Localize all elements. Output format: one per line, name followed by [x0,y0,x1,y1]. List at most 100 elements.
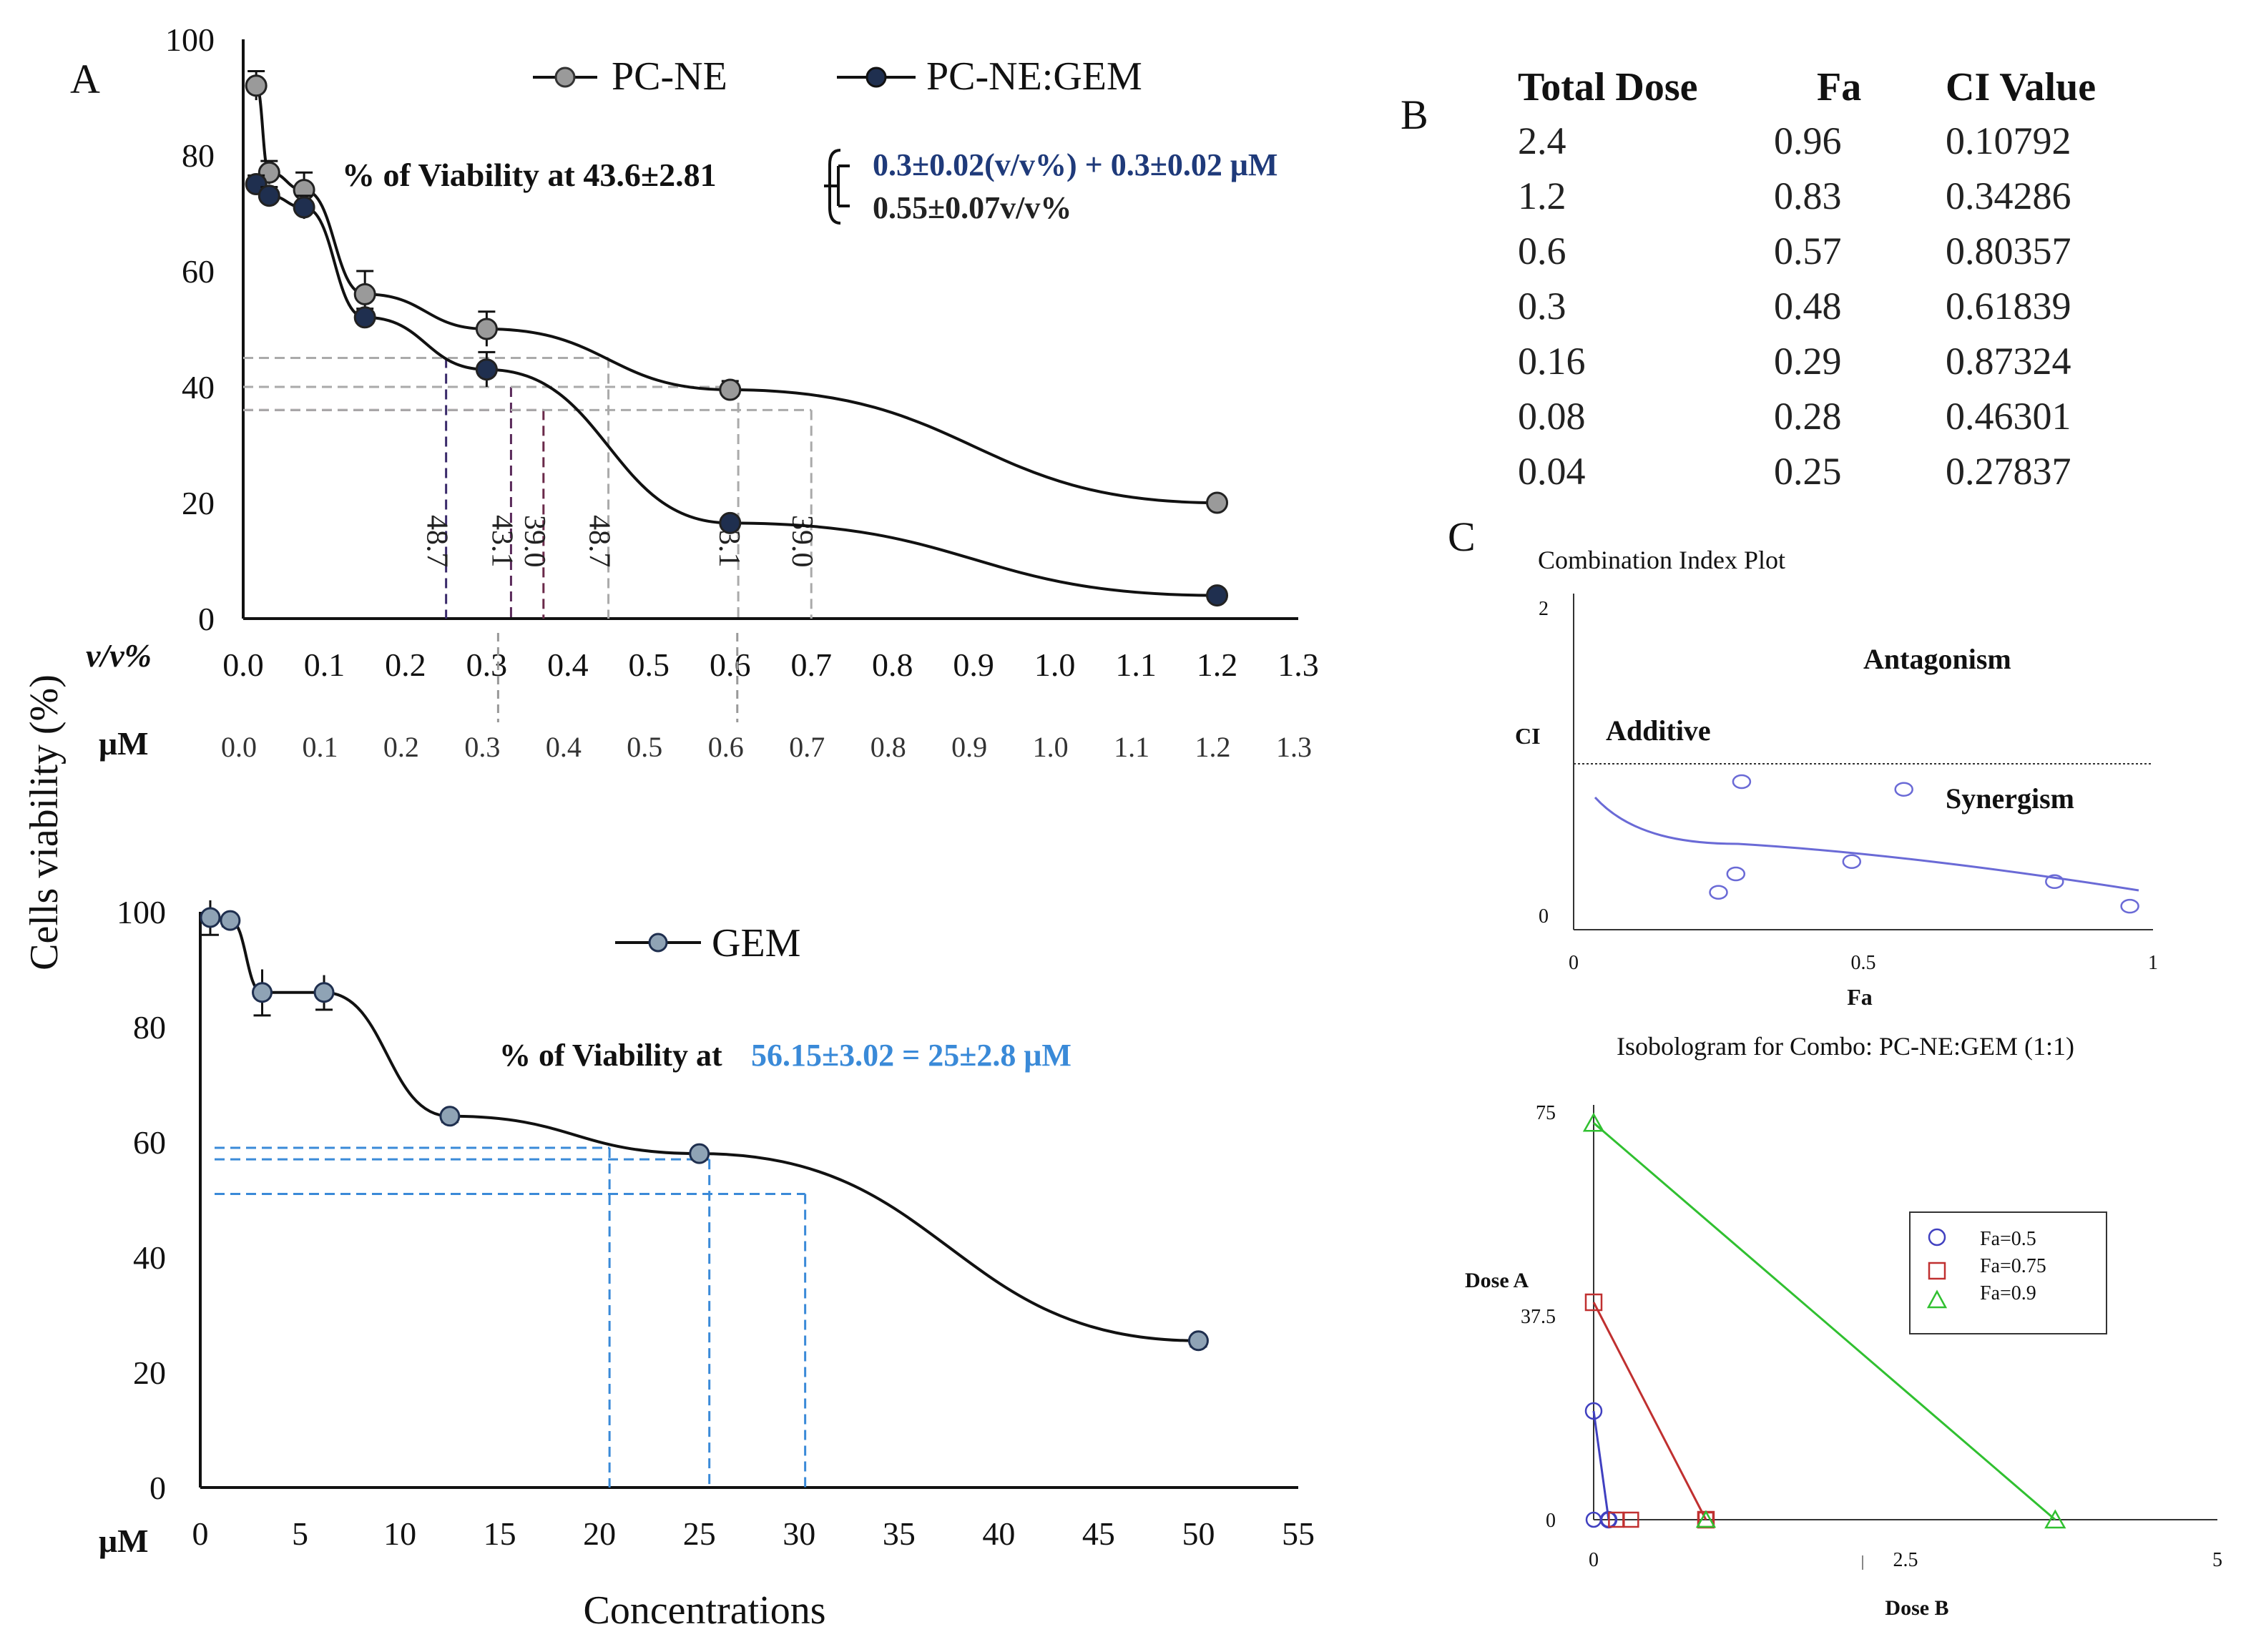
chart-gem-x-tick: 25 [683,1515,716,1552]
chart-gem-x-tick: 50 [1182,1515,1215,1552]
iso-line [1593,1122,2056,1521]
chart-gem-x-tick: 35 [883,1515,916,1552]
table-cell: 0.29 [1774,340,1842,383]
table-cell: 0.6 [1518,230,1566,272]
chart-a-point [719,511,742,534]
ci-point [1894,782,1913,797]
iso-legend-label-1: Fa=0.75 [1980,1255,2046,1277]
chart-a-x-tick-vv: 1.3 [1277,646,1319,683]
chart-a-x-tick-um: 0.8 [871,731,906,763]
ci-plot-x-label: Fa [1847,984,1873,1010]
chart-a-x-tick-vv: 0.5 [629,646,670,683]
chart-a-point [353,306,376,329]
ci-plot: Combination Index Plot CI Fa Antagonism … [1515,546,2158,1010]
table-cell: 0.25 [1774,450,1842,493]
chart-gem-y-tick: 40 [133,1239,166,1276]
legend-label-gem: GEM [712,921,800,965]
ci-y-tick: 2 [1539,598,1549,620]
table-cell: 0.57 [1774,230,1842,272]
chart-a-point [293,196,315,219]
ci-region-antagonism: Antagonism [1863,643,2011,675]
chart-gem-point [689,1143,710,1164]
chart-a-x-tick-vv: 1.0 [1034,646,1076,683]
table-cell: 0.08 [1518,395,1586,438]
iso-legend-label-0: Fa=0.5 [1980,1228,2036,1250]
chart-a-annotation-prefix: % of Viability at 43.6±2.81 [342,157,717,193]
chart-a-point [1206,584,1229,607]
chart-a-y-tick: 0 [198,601,215,637]
table-cell: 0.3 [1518,285,1566,328]
chart-a-x-row-label-um: μM [99,725,149,762]
iso-x-tick: 0 [1589,1549,1599,1571]
chart-a-point [719,378,742,401]
ci-point [1732,774,1752,790]
y-axis-label: Cells viability (%) [22,674,67,970]
chart-a-x-tick-um: 0.3 [464,731,500,763]
chart-gem-annotation-value: 56.15±3.02 = 25±2.8 μM [751,1038,1071,1073]
chart-a-x-tick-vv: 1.2 [1197,646,1238,683]
chart-gem-x-tick: 40 [982,1515,1015,1552]
table-b: Total Dose Fa CI Value 2.4 0.96 0.10792 1.2 0.8… [1518,65,2096,493]
chart-a-legend: PC-NE PC-NE:GEM [533,54,1142,99]
chart-a-x-tick-vv: 0.4 [547,646,589,683]
chart-a-point [1206,491,1229,514]
chart-gem-annotation-prefix: % of Viability at [499,1038,722,1073]
chart-a-x-tick-um: 1.3 [1276,731,1312,763]
ci-x-tick: 1 [2148,952,2158,974]
chart-gem-y-tick: 60 [133,1124,166,1161]
table-cell: 0.04 [1518,450,1586,493]
table-cell: 1.2 [1518,174,1566,217]
panel-a-letter: A [70,56,100,102]
chart-a-x-tick-um: 0.9 [951,731,987,763]
chart-gem-point [252,982,273,1003]
isobologram: Isobologram for Combo: PC-NE:GEM (1:1) D… [1465,1032,2222,1620]
chart-gem-x-tick: 55 [1282,1515,1315,1552]
iso-y-tick: 0 [1546,1510,1556,1532]
chart-a-x-tick-um: 0.0 [221,731,257,763]
chart-a-x-tick-vv: 0.3 [466,646,508,683]
iso-marker [2044,1509,2066,1529]
ci-x-tick: 0 [1569,952,1579,974]
panel-c-letter: C [1448,513,1476,560]
iso-x-tick: 5 [2212,1549,2222,1571]
iso-point [1695,1510,1717,1528]
table-cell: 0.87324 [1946,340,2071,383]
iso-y-tick: 37.5 [1521,1306,1556,1328]
table-cell: 0.48 [1774,285,1842,328]
chart-a-point [245,74,268,97]
table-cell: 0.80357 [1946,230,2071,272]
legend-label-pcne-gem: PC-NE:GEM [926,54,1142,99]
table-cell: 0.28 [1774,395,1842,438]
legend-marker-gem [648,933,668,953]
table-cell: 0.10792 [1946,119,2071,162]
iso-legend-label-2: Fa=0.9 [1980,1282,2036,1304]
iso-legend: Fa=0.5 Fa=0.75 Fa=0.9 [1909,1211,2107,1334]
chart-a: 0 20 40 60 80 100 0.0 0.1 0.2 0.3 0.4 0.5 0.6 0.7 0.8… [86,21,1319,763]
ci-point [1709,885,1728,900]
chart-gem-legend: GEM [615,921,800,965]
chart-a-x-tick-um: 1.0 [1033,731,1069,763]
isobologram-title: Isobologram for Combo: PC-NE:GEM (1:1) [1617,1032,2074,1061]
iso-line [1592,1302,1707,1520]
chart-gem-series-line [210,916,1199,1342]
chart-a-x-tick-vv: 0.6 [710,646,751,683]
chart-a-x-tick-vv: 0.2 [385,646,426,683]
table-header-cell: Fa [1817,65,1861,109]
table-cell: 0.27837 [1946,450,2071,493]
chart-gem-x-tick: 0 [192,1515,209,1552]
table-header-cell: CI Value [1946,65,2096,109]
chart-a-annotation-line-2: 0.55±0.07v/v% [873,190,1071,225]
iso-x-tick: 2.5 [1893,1549,1918,1571]
iso-legend-marker-2 [1926,1289,1948,1309]
chart-a-series-line [255,84,1217,504]
chart-a-x-tick-um: 0.1 [302,731,338,763]
ci-point [2045,874,2064,889]
chart-gem-x-tick: 5 [292,1515,308,1552]
chart-a-x-tick-um: 0.7 [789,731,825,763]
chart-a-point [475,318,498,340]
chart-a-x-tick-um: 0.4 [546,731,582,763]
chart-a-annotation-brace [828,149,841,225]
chart-gem-point [439,1106,461,1127]
table-cell: 0.96 [1774,119,1842,162]
